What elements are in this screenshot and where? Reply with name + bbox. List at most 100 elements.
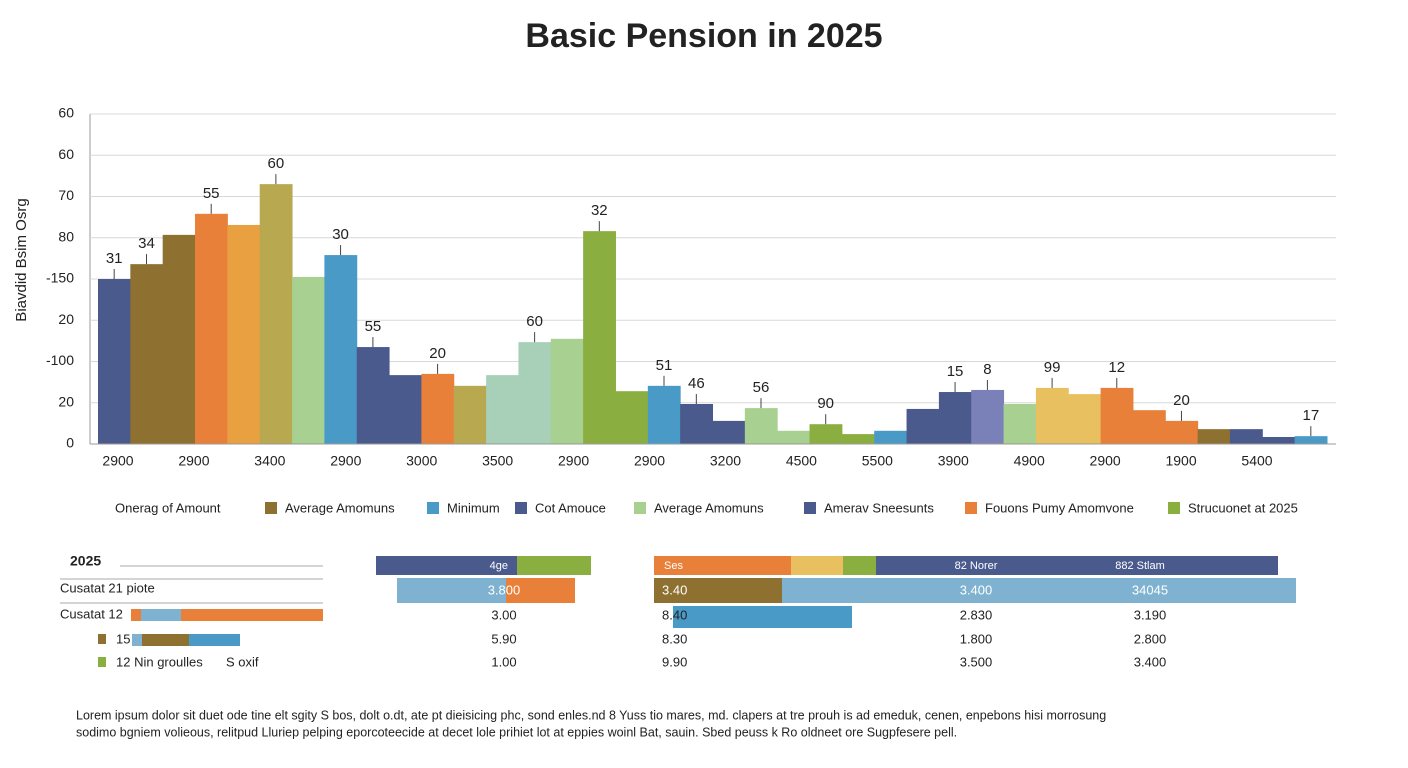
swatch (98, 657, 106, 667)
legend-label: Average Amomuns (654, 500, 764, 515)
x-tick-label: 2900 (1090, 453, 1121, 469)
data-label: 20 (429, 345, 446, 362)
y-tick-label: 20 (58, 311, 74, 327)
bar (162, 234, 196, 444)
bar (98, 279, 131, 444)
legend-label: Amerav Sneesunts (824, 500, 934, 515)
y-tick-label: 0 (66, 435, 74, 451)
header-bar (517, 556, 591, 575)
legend-swatch (804, 502, 816, 514)
table-cell: Cusatat 21 piote (60, 580, 155, 595)
bar (971, 389, 1005, 444)
data-label: 17 (1302, 407, 1319, 424)
legend: Onerag of Amount Average Amomuns Minimum Co… (115, 500, 1298, 515)
y-tick-label: -150 (46, 270, 74, 286)
bar (712, 420, 746, 444)
x-tick-label: 2900 (558, 453, 589, 469)
table-cell: 34045 (1132, 582, 1168, 597)
footer-text: sodimo bgniem volieous, relitpud Lluriep… (76, 725, 957, 739)
table-cell: 3.190 (1134, 607, 1167, 622)
bar (259, 184, 293, 444)
legend-swatch (265, 502, 277, 514)
bar (421, 373, 455, 444)
x-tick-label: 3500 (482, 453, 513, 469)
legend-swatch (515, 502, 527, 514)
x-tick-label: 2900 (634, 453, 665, 469)
bar (809, 424, 843, 444)
table-cell: 3.400 (960, 582, 993, 597)
table-cell: 1.800 (960, 631, 993, 646)
bar (1132, 410, 1166, 444)
legend-label: Onerag of Amount (115, 500, 221, 515)
header-bar (876, 556, 1278, 575)
swatch (142, 634, 189, 646)
data-label: 15 (947, 363, 964, 380)
data-label: 60 (526, 313, 543, 330)
data-label: 56 (753, 379, 770, 396)
row-bar (397, 578, 506, 603)
x-tick-label: 2900 (330, 453, 361, 469)
y-tick-label: 70 (58, 187, 74, 203)
y-tick-label: 80 (58, 228, 74, 244)
legend-swatch (427, 502, 439, 514)
table-cell: 3.40 (662, 582, 687, 597)
table-header: 82 Norer (955, 560, 998, 572)
row-bar (506, 578, 575, 603)
table-cell: 8.40 (662, 607, 687, 622)
bar (389, 375, 422, 444)
legend-label: Fouons Pumy Amomvone (985, 500, 1134, 515)
legend-label: Strucuonet at 2025 (1188, 500, 1298, 515)
table-cell: S oxif (226, 654, 259, 669)
bar (680, 403, 713, 444)
table-cell: 3.500 (960, 654, 993, 669)
x-tick-label: 3900 (938, 453, 969, 469)
table-cell: 3.400 (1134, 654, 1167, 669)
bar (1003, 403, 1037, 444)
footer-text: Lorem ipsum dolor sit duet ode tine elt … (76, 708, 1106, 722)
bar (1165, 420, 1199, 444)
row-bar (673, 606, 852, 628)
x-tick-label: 4500 (786, 453, 817, 469)
bar (453, 385, 487, 444)
bar (744, 408, 778, 444)
bar (227, 224, 261, 444)
swatch (132, 634, 142, 646)
table-header: 882 Stlam (1115, 560, 1165, 572)
x-tick-label: 3400 (254, 453, 285, 469)
data-label: 60 (268, 155, 285, 172)
bar (292, 276, 325, 444)
bar (550, 338, 584, 444)
table-cell: 9.90 (662, 654, 687, 669)
table: 2025 Cusatat 21 piote Cusatat 12 15 12 N… (60, 553, 1296, 669)
header-bar (791, 556, 843, 575)
data-label: 46 (688, 375, 705, 392)
bar (1229, 429, 1263, 444)
table-header: 2025 (70, 553, 101, 569)
data-label: 55 (203, 185, 220, 202)
table-cell: 2.830 (960, 607, 993, 622)
x-tick-label: 4900 (1014, 453, 1045, 469)
bar (615, 391, 649, 444)
bar (518, 342, 552, 444)
data-label: 32 (591, 202, 608, 219)
bar (874, 430, 908, 444)
x-tick-label: 5400 (1241, 453, 1272, 469)
data-label: 30 (332, 226, 349, 243)
data-label: 34 (138, 235, 155, 252)
legend-label: Minimum (447, 500, 500, 515)
table-cell: 2.800 (1134, 631, 1167, 646)
x-tick-label: 5500 (862, 453, 893, 469)
table-cell: 8.30 (662, 631, 687, 646)
table-cell: 3.00 (491, 607, 516, 622)
table-cell: 12 Nin groulles (116, 654, 203, 669)
bar (1035, 387, 1069, 444)
x-tick-label: 2900 (102, 453, 133, 469)
legend-label: Average Amomuns (285, 500, 395, 515)
bar (1262, 436, 1296, 444)
y-tick-label: 60 (58, 146, 74, 162)
bar (1100, 387, 1134, 444)
x-tick-label: 3200 (710, 453, 741, 469)
bar (1294, 436, 1328, 444)
bar (906, 408, 940, 444)
